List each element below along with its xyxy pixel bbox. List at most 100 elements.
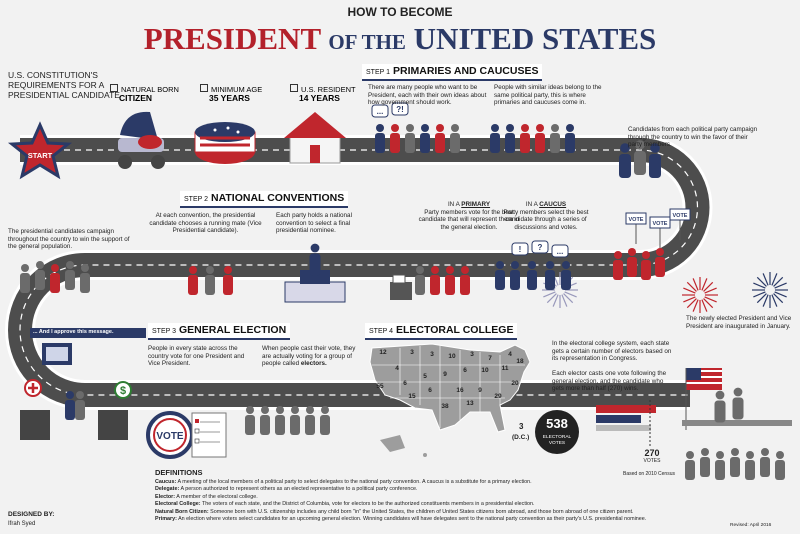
- caucus-block: IN A CAUCUS Party members select the best…: [500, 201, 592, 231]
- campaign-text: The presidential candidates campaign thr…: [8, 228, 130, 251]
- map-number: 4: [395, 365, 399, 372]
- vote-badge: [146, 411, 227, 459]
- person-body: [420, 133, 430, 153]
- firework-ray: [563, 293, 574, 304]
- person-head: [321, 406, 329, 414]
- person-head: [36, 261, 44, 269]
- primary-block: IN A PRIMARY Party members vote for the b…: [414, 201, 524, 231]
- step-number: STEP 4: [369, 328, 393, 335]
- map-number: 6: [428, 387, 432, 394]
- person-head: [731, 448, 739, 456]
- firework-ray: [771, 273, 778, 286]
- step3-text: When people cast their vote, they are ac…: [262, 345, 358, 368]
- total-circle: [535, 410, 579, 454]
- firework-ray: [686, 298, 697, 309]
- firework-ray: [774, 282, 787, 289]
- person-body: [375, 133, 385, 153]
- us-map: [369, 343, 531, 433]
- step1-text: There are many people who want to be Pre…: [368, 84, 487, 107]
- win-label: VOTES: [643, 458, 661, 464]
- person-head: [614, 251, 622, 259]
- map-number: 38: [441, 403, 449, 410]
- badge-label: VOTE: [156, 431, 184, 442]
- person-body: [75, 400, 85, 420]
- definition: Delegate: A person authorized to represe…: [155, 486, 418, 493]
- definition: Electoral College: The voters of each st…: [155, 501, 535, 508]
- speech-bubble: [511, 242, 529, 256]
- person-head: [536, 124, 544, 132]
- firework-ray: [552, 294, 559, 307]
- person-head: [310, 243, 320, 253]
- person-body: [435, 133, 445, 153]
- person-head: [206, 266, 214, 274]
- firework-ray: [774, 291, 787, 298]
- map-number: 6: [463, 367, 467, 374]
- step-number: STEP 1: [366, 69, 390, 76]
- person-body: [65, 270, 75, 290]
- sign-text: VOTE: [653, 221, 668, 227]
- person-body: [305, 415, 315, 435]
- step2-text: Each party holds a national convention t…: [276, 212, 352, 235]
- title-red: PRESIDENT: [143, 21, 321, 56]
- person-head: [51, 264, 59, 272]
- alaska: [380, 435, 405, 452]
- map-number: 3: [430, 351, 434, 358]
- firework-ray: [773, 276, 784, 287]
- map-number: 29: [494, 393, 502, 400]
- primary-text: Party members vote for the best candidat…: [418, 208, 520, 231]
- definition: Caucus: A meeting of the local members o…: [155, 479, 532, 486]
- person-body: [65, 400, 75, 420]
- speech-bubble-text: ...: [377, 107, 384, 116]
- requirement: NATURAL BORN CITIZEN: [110, 84, 179, 103]
- primary-label: IN A: [447, 201, 460, 208]
- firework-ray: [773, 293, 784, 304]
- definition-term: Delegate:: [155, 486, 180, 493]
- req-value: 14 YEARS: [299, 93, 340, 103]
- person-body: [430, 275, 440, 295]
- person-head: [66, 391, 74, 399]
- title-mid: OF THE: [328, 30, 406, 54]
- caucus-term: CAUCUS: [539, 201, 567, 208]
- firework-ray: [753, 291, 766, 298]
- map-number: 6: [403, 380, 407, 387]
- sign-text: VOTE: [673, 213, 688, 219]
- definition-text: An election where voters select candidat…: [178, 516, 647, 522]
- firework-ray: [564, 291, 577, 298]
- person-body: [20, 273, 30, 293]
- person-head: [446, 266, 454, 274]
- person-body: [527, 270, 537, 290]
- person-head: [224, 266, 232, 274]
- speech-bubble-text: ...: [557, 247, 564, 256]
- person-head: [642, 251, 650, 259]
- requirement: U.S. RESIDENT 14 YEARS: [290, 84, 356, 103]
- speech-bubble-text: ?!: [396, 105, 404, 114]
- person-body: [732, 397, 744, 420]
- house-icon: [284, 112, 346, 164]
- sign: [649, 216, 671, 229]
- person-head: [21, 264, 29, 272]
- map-number: 16: [456, 387, 464, 394]
- speech-bubble: [531, 240, 549, 254]
- tv-icon: $: [20, 343, 132, 440]
- definition: Primary: An election where voters select…: [155, 516, 646, 523]
- title-blue: UNITED STATES: [413, 21, 657, 56]
- person-head: [635, 140, 645, 150]
- step1-text: Candidates from each political party cam…: [628, 126, 758, 149]
- person-head: [551, 124, 559, 132]
- firework-ray: [756, 276, 767, 287]
- stage: [682, 420, 792, 426]
- person-head: [521, 124, 529, 132]
- person-head: [701, 448, 709, 456]
- primary-term: PRIMARY: [461, 201, 491, 208]
- total-value: 538: [546, 416, 568, 431]
- svg-text:$: $: [120, 385, 126, 397]
- person-head: [76, 391, 84, 399]
- firework-ray: [692, 299, 699, 312]
- person-body: [715, 460, 725, 480]
- person-head: [491, 124, 499, 132]
- speech-bubble: [371, 104, 389, 118]
- pretitle: HOW TO BECOME: [347, 5, 453, 19]
- map-number: 15: [408, 393, 416, 400]
